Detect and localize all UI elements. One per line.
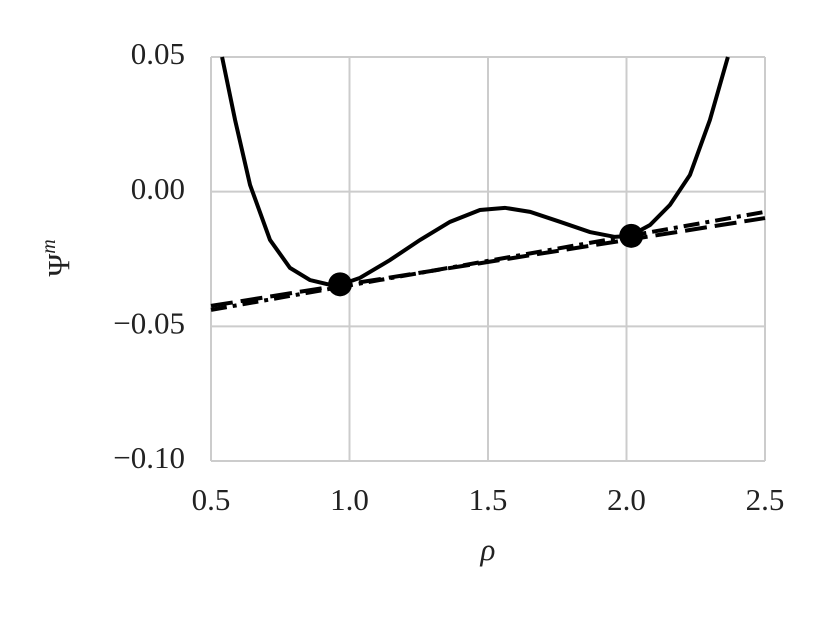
x-tick-label: 0.5 — [192, 482, 231, 517]
point — [619, 223, 644, 248]
x-axis-label: ρ — [480, 532, 496, 567]
point — [328, 272, 353, 297]
y-tick-label: 0.05 — [131, 36, 185, 71]
x-tick-label: 2.0 — [607, 482, 646, 517]
x-tick-label: 1.5 — [469, 482, 508, 517]
y-tick-label: −0.05 — [113, 305, 185, 340]
y-axis-label: Ψm — [38, 239, 77, 276]
line — [210, 209, 766, 312]
y-axis-label-sup: m — [38, 239, 60, 253]
y-tick-label: 0.00 — [131, 171, 185, 206]
x-tick-label: 2.5 — [746, 482, 785, 517]
y-tick-label: −0.10 — [113, 440, 185, 475]
line — [220, 56, 730, 287]
x-tick-label: 1.0 — [330, 482, 369, 517]
y-axis-label-base: Ψ — [41, 254, 76, 277]
